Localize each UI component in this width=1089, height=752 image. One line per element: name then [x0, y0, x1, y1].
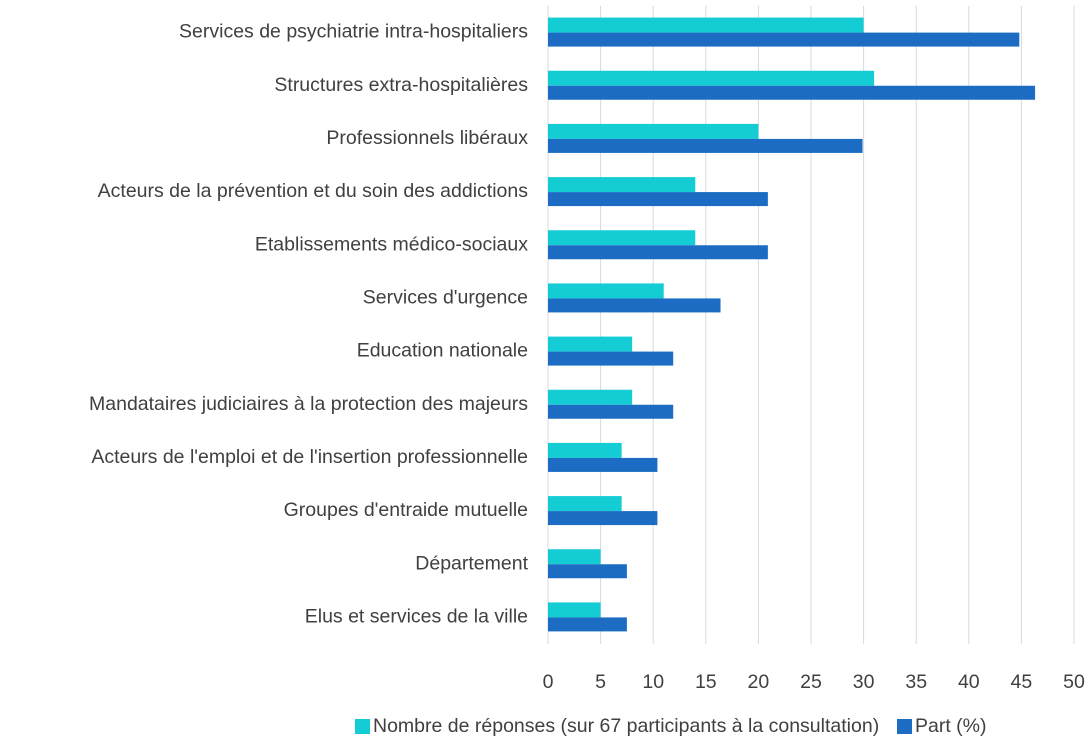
bar [548, 85, 1036, 100]
bar [548, 230, 696, 246]
y-tick-label: Structures extra-hospitalières [274, 74, 528, 96]
legend-label: Nombre de réponses (sur 67 participants … [373, 715, 879, 737]
bar [548, 17, 864, 33]
x-tick-label: 10 [642, 671, 664, 693]
y-tick-label: Groupes d'entraide mutuelle [284, 499, 528, 521]
bar [548, 192, 768, 207]
bar [548, 442, 622, 458]
x-tick-label: 45 [1011, 671, 1033, 693]
bar [548, 457, 658, 472]
y-tick-label: Professionnels libéraux [326, 127, 528, 149]
bar [548, 32, 1020, 47]
bar [548, 602, 601, 618]
y-tick-label: Acteurs de la prévention et du soin des … [98, 180, 529, 202]
bar [548, 496, 622, 512]
x-tick-label: 15 [695, 671, 717, 693]
bar [548, 138, 863, 153]
y-tick-label: Services d'urgence [363, 287, 528, 309]
bar [548, 336, 633, 352]
bar [548, 177, 696, 193]
x-tick-label: 30 [853, 671, 875, 693]
bar [548, 511, 658, 526]
y-tick-label: Education nationale [357, 340, 528, 362]
legend-label: Part (%) [915, 715, 987, 737]
legend-swatch [355, 719, 370, 734]
bar [548, 617, 627, 632]
bar [548, 298, 721, 313]
bar [548, 351, 674, 366]
x-tick-label: 35 [905, 671, 927, 693]
y-tick-label: Mandataires judiciaires à la protection … [89, 393, 528, 415]
legend-swatch [897, 719, 912, 734]
y-tick-label: Etablissements médico-sociaux [255, 233, 528, 255]
bar [548, 389, 633, 405]
x-tick-label: 40 [958, 671, 980, 693]
x-tick-label: 20 [748, 671, 770, 693]
bar [548, 564, 627, 579]
x-tick-label: 50 [1063, 671, 1085, 693]
y-tick-label: Acteurs de l'emploi et de l'insertion pr… [91, 446, 528, 468]
bar [548, 283, 664, 299]
x-tick-label: 25 [800, 671, 822, 693]
bar [548, 70, 875, 86]
y-tick-label: Département [415, 552, 528, 574]
y-tick-label: Elus et services de la ville [305, 606, 528, 628]
x-tick-label: 5 [595, 671, 606, 693]
bar [548, 123, 759, 139]
bar [548, 245, 768, 260]
bar [548, 404, 674, 419]
x-tick-label: 0 [543, 671, 554, 693]
bar [548, 549, 601, 565]
y-tick-label: Services de psychiatrie intra-hospitalie… [179, 21, 528, 43]
